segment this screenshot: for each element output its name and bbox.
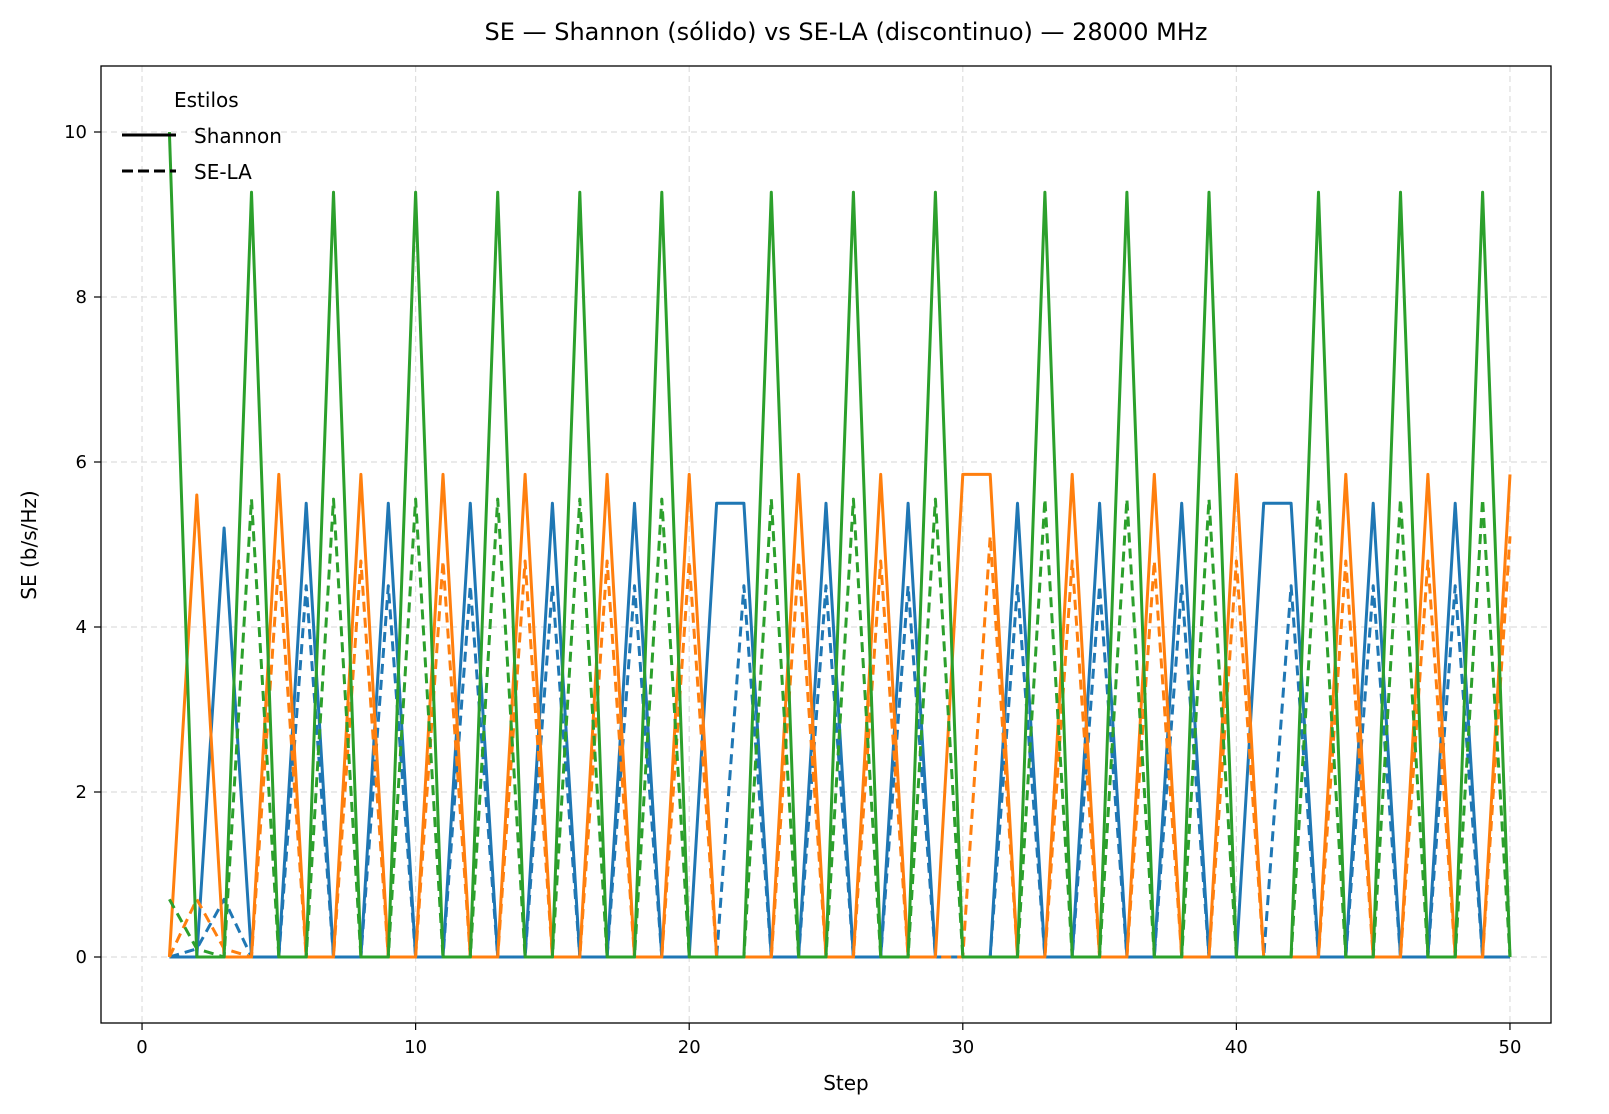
axis-ticks: 0 10 20 30 40 50 0 2 4 6 8 10 (64, 122, 1521, 1058)
plot-series (167, 131, 1512, 959)
legend-item-shannon: Shannon (194, 124, 282, 148)
legend-title: Estilos (174, 88, 239, 112)
x-tick-label: 0 (136, 1037, 147, 1058)
x-tick-label: 40 (1225, 1037, 1248, 1058)
x-tick-label: 30 (951, 1037, 974, 1058)
legend: Estilos Shannon SE-LA (122, 88, 282, 184)
series-line-shannon-4 (167, 131, 1512, 959)
y-tick-label: 10 (64, 122, 87, 143)
y-tick-label: 8 (76, 287, 87, 308)
y-axis-label: SE (b/s/Hz) (17, 490, 41, 599)
x-tick-label: 50 (1499, 1037, 1522, 1058)
y-tick-label: 6 (76, 452, 87, 473)
chart-title: SE — Shannon (sólido) vs SE-LA (disconti… (485, 18, 1208, 46)
plot-frame (100, 65, 1552, 1024)
x-tick-label: 10 (404, 1037, 427, 1058)
y-tick-label: 2 (76, 782, 87, 803)
y-tick-label: 0 (76, 947, 87, 968)
series-line-sela-5 (168, 497, 1512, 959)
series-line-sela-1 (168, 584, 1510, 959)
x-tick-label: 20 (678, 1037, 701, 1058)
x-axis-label: Step (823, 1071, 869, 1095)
y-tick-label: 4 (76, 617, 87, 638)
legend-item-se-la: SE-LA (194, 160, 252, 184)
